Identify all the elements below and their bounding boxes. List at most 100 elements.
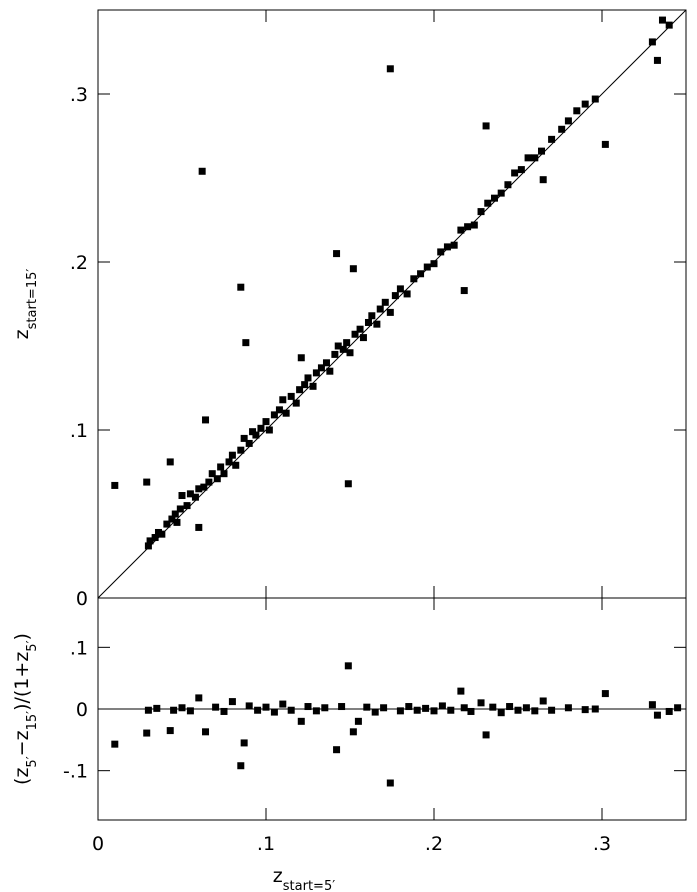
y-tick-label: -.1 [63, 761, 88, 783]
point [359, 334, 367, 342]
point [309, 382, 317, 390]
point [257, 424, 265, 432]
point [195, 485, 203, 493]
point [331, 350, 339, 358]
point [413, 706, 421, 714]
point [601, 690, 609, 698]
point [548, 135, 556, 143]
point [252, 431, 260, 439]
point [245, 702, 253, 710]
point [564, 704, 572, 712]
label-text: )/(1+z [11, 652, 33, 711]
point [326, 367, 334, 375]
point [143, 478, 151, 486]
label-subscript: 15′ [25, 711, 40, 731]
point [225, 458, 233, 466]
point [531, 707, 539, 715]
label-text: −z [11, 730, 33, 756]
point [170, 706, 178, 714]
point [403, 290, 411, 298]
point [333, 746, 341, 754]
point [410, 275, 418, 283]
point [338, 703, 346, 711]
point [176, 505, 184, 513]
point [417, 270, 425, 278]
x-tick-label: 0 [92, 833, 104, 855]
label-subscript: 5′ [25, 640, 40, 651]
point [674, 704, 682, 712]
point [665, 21, 673, 29]
point [349, 728, 357, 736]
point [173, 518, 181, 526]
point [539, 697, 547, 705]
point [304, 374, 312, 382]
point [524, 154, 532, 162]
point [186, 490, 194, 498]
point [334, 342, 342, 350]
point [344, 480, 352, 488]
point [522, 704, 530, 712]
point [354, 717, 362, 725]
point [430, 260, 438, 268]
point [517, 166, 525, 174]
point [195, 523, 203, 531]
point [321, 704, 329, 712]
point [581, 100, 589, 108]
point [213, 475, 221, 483]
point [484, 199, 492, 207]
point [531, 154, 539, 162]
point [601, 140, 609, 148]
y-tick-label: 0 [76, 588, 88, 610]
point [275, 406, 283, 414]
point [158, 530, 166, 538]
point [351, 330, 359, 338]
point [312, 369, 320, 377]
y-tick-label: .1 [70, 420, 88, 442]
point [504, 181, 512, 189]
point [489, 703, 497, 711]
point [497, 709, 505, 717]
point [467, 707, 475, 715]
point [292, 399, 300, 407]
point [240, 434, 248, 442]
point [317, 364, 325, 372]
point [202, 728, 210, 736]
point [477, 699, 485, 707]
point [396, 285, 404, 293]
label-subscript: 5′ [25, 756, 40, 767]
point [386, 779, 394, 787]
point [396, 707, 404, 715]
point [564, 117, 572, 125]
point [312, 707, 320, 715]
point [470, 221, 478, 229]
point [205, 478, 213, 486]
point [376, 305, 384, 313]
point [482, 731, 490, 739]
axis-label: zstart=5′ [273, 865, 335, 892]
point [558, 125, 566, 133]
point [111, 740, 119, 748]
point [371, 708, 379, 716]
point [490, 194, 498, 202]
point [228, 698, 236, 706]
point [163, 520, 171, 528]
point [381, 298, 389, 306]
point [349, 265, 357, 273]
point [166, 458, 174, 466]
point [514, 706, 522, 714]
point [198, 167, 206, 175]
point [344, 662, 352, 670]
point [457, 687, 465, 695]
point [183, 502, 191, 510]
point [482, 122, 490, 130]
y-tick-label: .3 [70, 84, 88, 106]
point [648, 701, 656, 709]
point [591, 95, 599, 103]
point [380, 704, 388, 712]
point [270, 708, 278, 716]
point [391, 292, 399, 300]
point [506, 703, 514, 711]
point [232, 461, 240, 469]
point [422, 704, 430, 712]
point [166, 727, 174, 735]
